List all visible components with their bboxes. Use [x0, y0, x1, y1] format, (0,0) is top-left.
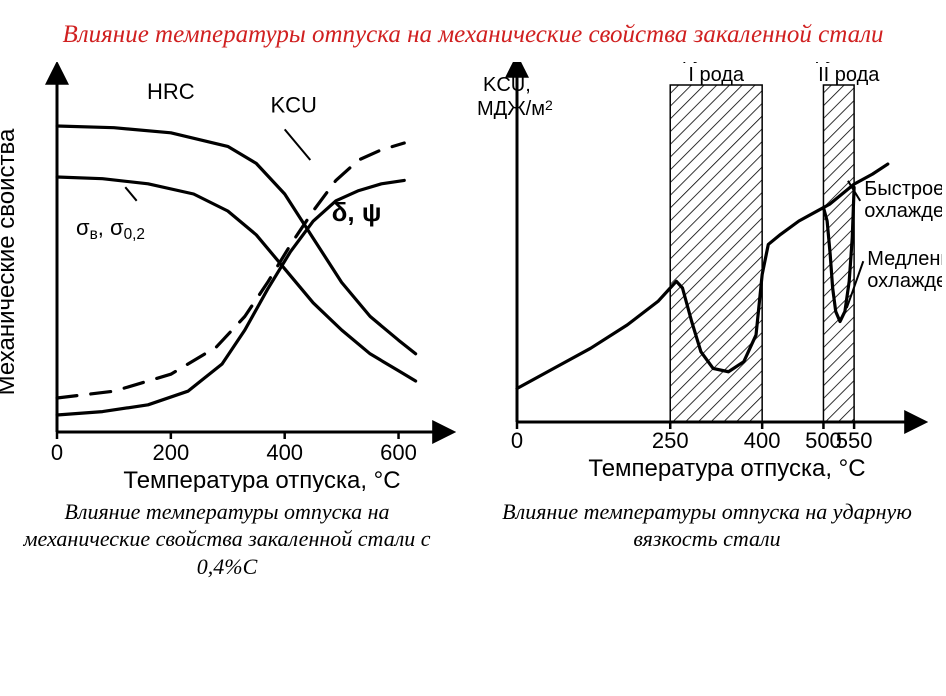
svg-text:Медленное: Медленное: [867, 248, 942, 270]
svg-text:HRC: HRC: [147, 79, 195, 104]
right-caption: Влияние температуры отпуска на ударную в…: [472, 492, 942, 553]
svg-text:охлаждение: охлаждение: [867, 270, 942, 292]
left-chart-block: 0 200 400 600Температура отпуска, °С Механич…: [0, 62, 462, 581]
charts-row: 0200400600Температура отпуска, °СМеханич…: [0, 62, 946, 581]
svg-text:Температура отпуска, °С: Температура отпуска, °С: [588, 455, 865, 482]
svg-text:МДЖ/м2: МДЖ/м2: [477, 97, 553, 120]
svg-text:δ, ψ: δ, ψ: [332, 197, 382, 227]
svg-text:KCU,: KCU,: [483, 74, 531, 96]
svg-text:охлаждение: охлаждение: [864, 200, 942, 222]
left-chart-svg: 0 200 400 600Температура отпуска, °С Механич…: [0, 62, 462, 492]
svg-text:0: 0: [51, 440, 63, 465]
svg-text:KCU: KCU: [270, 92, 316, 117]
svg-text:σв, σ0,2: σв, σ0,2: [76, 215, 145, 243]
svg-text:400: 400: [744, 428, 781, 453]
svg-text:I рода: I рода: [688, 64, 745, 86]
right-chart-svg: 0250400500550Температура отпуска, °СKCU,…: [472, 62, 942, 492]
left-caption: Влияние температуры отпуска на механичес…: [0, 492, 462, 581]
svg-text:250: 250: [652, 428, 689, 453]
svg-text:II рода: II рода: [818, 64, 880, 86]
right-chart-block: 0250400500550Температура отпуска, °СKCU,…: [472, 62, 942, 553]
svg-text:Температура отпуска, °С: Температура отпуска, °С: [123, 467, 400, 492]
svg-text:200: 200: [152, 440, 189, 465]
svg-text:550: 550: [836, 428, 873, 453]
svg-text:0: 0: [511, 428, 523, 453]
svg-text:400: 400: [266, 440, 303, 465]
main-title: Влияние температуры отпуска на механичес…: [0, 0, 946, 62]
svg-text:Быстрое: Быстрое: [864, 178, 942, 200]
svg-text:600: 600: [380, 440, 417, 465]
svg-text:Механические свойства: Механические свойства: [0, 128, 20, 395]
